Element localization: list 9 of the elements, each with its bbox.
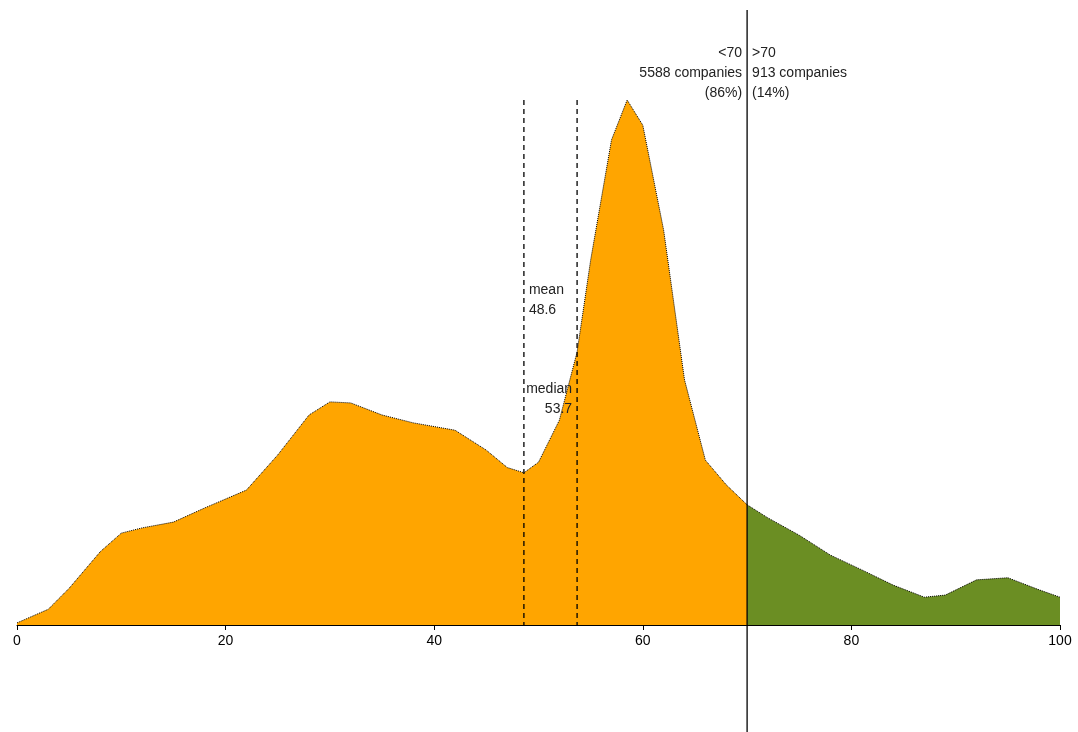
x-tick-label: 40 xyxy=(426,632,443,648)
x-tick-label: 0 xyxy=(13,632,22,648)
x-tick-label: 20 xyxy=(217,632,234,648)
annotation: >70 913 companies (14%) xyxy=(752,44,848,100)
x-tick-label: 80 xyxy=(843,632,860,648)
annotation: <70 5588 companies (86%) xyxy=(639,44,743,100)
x-tick-label: 100 xyxy=(1048,632,1072,648)
ref-line-label: mean 48.6 xyxy=(528,280,564,317)
x-tick-label: 60 xyxy=(635,632,651,648)
